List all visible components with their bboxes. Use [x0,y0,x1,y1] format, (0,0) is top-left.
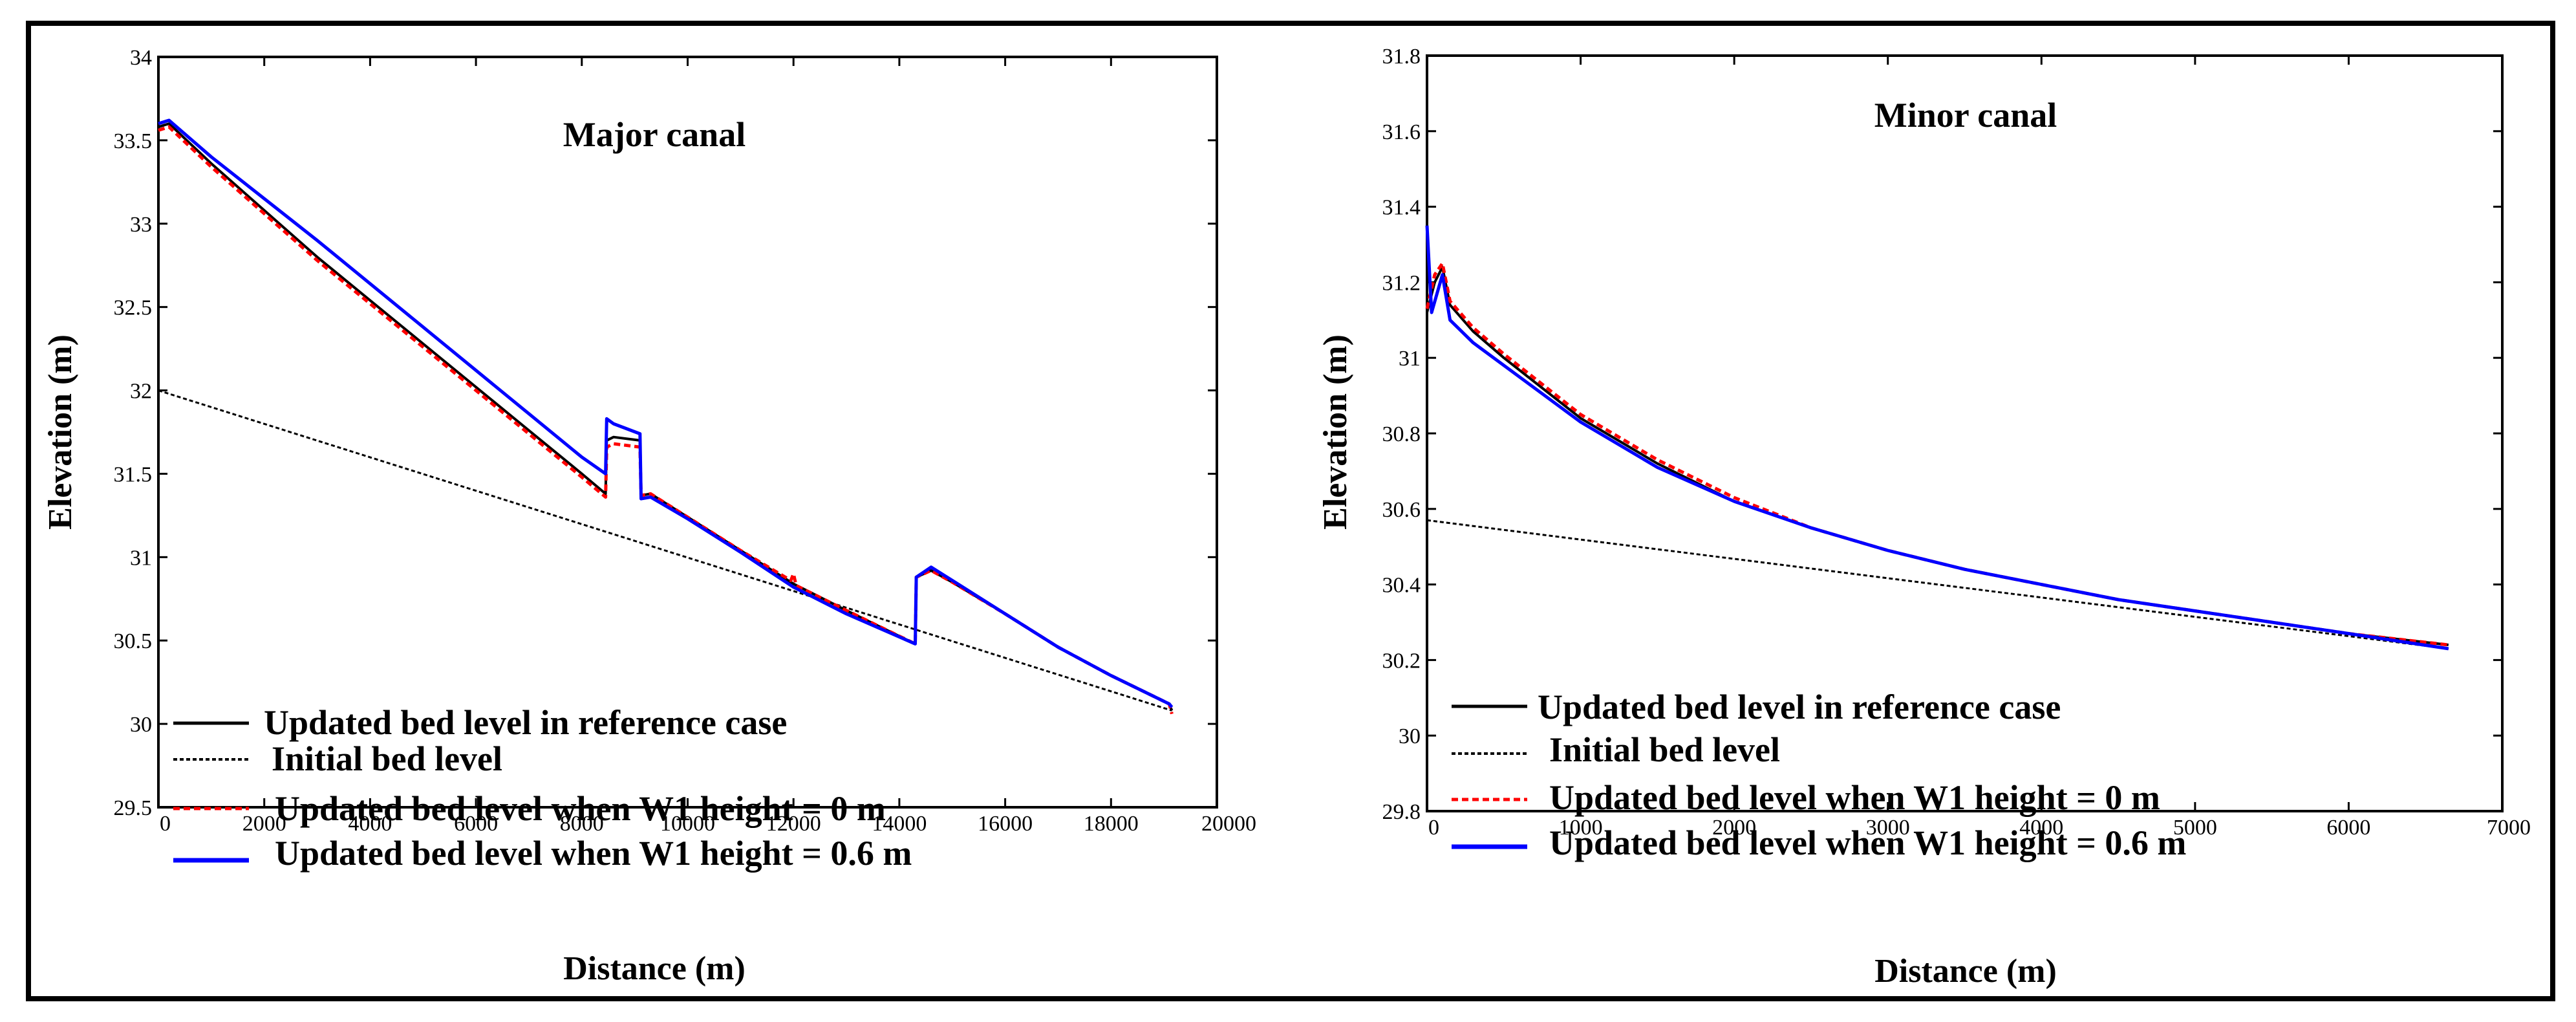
legend-label-3: Updated bed level when W1 height = 0.6 m [275,834,912,873]
x-tick-label: 14000 [872,812,927,836]
legend: Updated bed level in reference case Init… [173,703,912,873]
legend-label-1: Initial bed level [1549,730,1780,769]
x-tick-label: 4000 [348,812,392,836]
series-line-3 [158,118,1174,708]
x-tick-label: 0 [160,812,171,836]
x-tick-label: 0 [1428,816,1439,840]
y-tick-label: 29.8 [1382,800,1421,824]
chart-title: Minor canal [1874,96,2057,135]
series-lines [158,118,1174,715]
y-tick-label: 31 [1399,347,1421,371]
legend-label-2: Updated bed level when W1 height = 0 m [275,789,886,828]
y-tick-label: 31.6 [1382,120,1421,144]
y-tick-label: 30.2 [1382,649,1421,673]
series-line-3 [1425,225,2449,651]
x-tick-label: 6000 [2326,816,2370,840]
y-axis-label: Elevation (m) [1317,334,1354,530]
y-tick-label: 30 [130,713,152,737]
y-tick-label: 32 [130,380,152,404]
tick-labels: 0 1000 2000 3000 4000 5000 6000 7000 29.8 30 30.2 3… [1382,45,2531,840]
x-tick-label: 8000 [560,812,604,836]
x-tick-label: 10000 [660,812,715,836]
y-tick-label: 30.5 [114,629,153,653]
x-tick-label: 6000 [454,812,498,836]
y-tick-label: 31 [130,546,152,570]
chart-title: Major canal [563,115,746,154]
y-tick-label: 32.5 [114,296,153,320]
legend-label-0: Updated bed level in reference case [264,703,787,742]
y-tick-label: 30.6 [1382,498,1421,522]
y-tick-label: 29.5 [114,796,153,820]
y-tick-label: 30 [1399,724,1421,748]
x-axis-label: Distance (m) [1874,953,2057,990]
x-tick-label: 2000 [242,812,286,836]
y-tick-label: 30.4 [1382,574,1421,598]
legend-label-0: Updated bed level in reference case [1538,688,2061,726]
x-tick-label: 5000 [2173,816,2217,840]
y-tick-label: 30.8 [1382,422,1421,446]
x-tick-label: 1000 [1559,816,1603,840]
series-line-1 [158,389,1172,712]
x-tick-label: 3000 [1866,816,1910,840]
chart-major-canal: 0 2000 4000 6000 8000 10000 12000 14000 16000 180… [42,46,1256,987]
chart-minor-canal: 0 1000 2000 3000 4000 5000 6000 7000 29.8 30 30.2 3… [1317,45,2531,990]
x-tick-label: 20000 [1201,812,1256,836]
tick-labels: 0 2000 4000 6000 8000 10000 12000 14000 16000 180… [114,46,1257,836]
y-tick-label: 31.4 [1382,196,1421,220]
series-lines [1425,225,2449,651]
series-line-1 [1426,519,2449,650]
y-tick-label: 31.2 [1382,271,1421,295]
figure-border [26,21,2555,1001]
x-tick-label: 12000 [766,812,821,836]
y-tick-label: 34 [130,46,152,70]
x-axis-label: Distance (m) [563,950,746,987]
y-tick-label: 31.5 [114,462,153,486]
x-tick-label: 16000 [978,812,1033,836]
y-tick-label: 31.8 [1382,45,1421,69]
legend-label-1: Initial bed level [272,739,502,778]
y-tick-label: 33 [130,213,152,237]
y-tick-label: 33.5 [114,129,153,153]
x-tick-label: 18000 [1084,812,1139,836]
x-tick-label: 4000 [2019,816,2063,840]
legend: Updated bed level in reference case Init… [1452,688,2186,862]
tick-marks [1426,54,2504,812]
legend-label-2: Updated bed level when W1 height = 0 m [1549,778,2160,817]
legend-label-3: Updated bed level when W1 height = 0.6 m [1549,823,2186,862]
y-axis-label: Elevation (m) [42,334,79,530]
x-tick-label: 2000 [1712,816,1756,840]
x-tick-label: 7000 [2487,816,2531,840]
